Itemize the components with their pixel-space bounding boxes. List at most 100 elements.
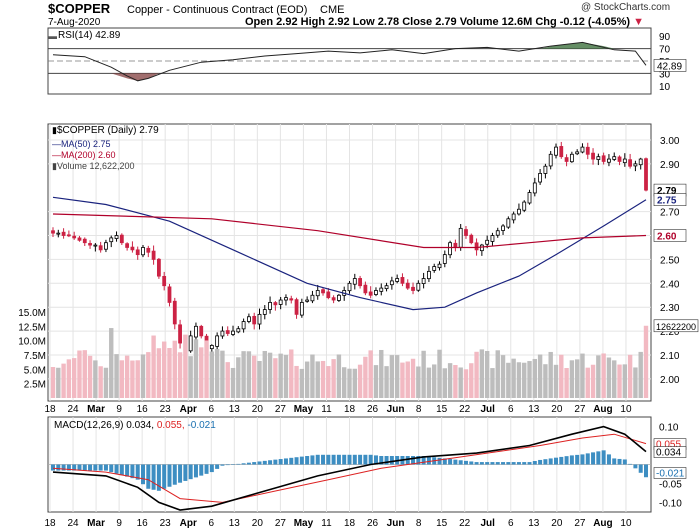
price-tick-label: 3.00 — [660, 136, 680, 147]
macd-histogram-bar — [283, 458, 288, 465]
macd-histogram-bar — [336, 454, 341, 465]
candle-body — [151, 250, 156, 260]
volume-legend-text: Volume 12,622,200 — [56, 161, 135, 171]
macd-histogram-bar — [220, 464, 225, 466]
price-legend: ▮$COPPER (Daily) 2.79 — [52, 125, 159, 136]
macd-histogram-bar — [606, 454, 611, 465]
candle-body — [236, 328, 241, 333]
date-label: 7-Aug-2020 — [48, 17, 101, 28]
rsi-tick-label: 70 — [659, 45, 671, 56]
x-tick-label: 13 — [528, 404, 540, 415]
macd-histogram-bar — [405, 456, 410, 465]
macd-histogram-bar — [633, 464, 638, 469]
candle-body — [141, 247, 145, 256]
candle-body — [601, 155, 606, 162]
volume-bar — [352, 368, 357, 398]
candle-body — [453, 242, 458, 248]
candle-body — [575, 151, 580, 155]
volume-bar — [394, 355, 400, 398]
ma200-legend: —MA(200) 2.60 — [52, 150, 116, 160]
volume-bar — [574, 359, 580, 398]
macd-histogram-bar — [543, 459, 548, 465]
x-tick-label-bottom: 20 — [252, 518, 264, 529]
macd-histogram-bar — [458, 460, 463, 465]
candle-body — [209, 345, 214, 350]
volume-bars-icon: ▮ — [52, 161, 57, 171]
volume-bar — [193, 339, 199, 398]
candle-body — [77, 237, 82, 241]
x-tick-label: 9 — [116, 404, 122, 415]
candle-body — [199, 325, 204, 337]
macd-histogram-bar — [130, 464, 135, 479]
macd-histogram-bar — [495, 462, 500, 465]
x-tick-label-bottom: Jun — [387, 518, 405, 529]
volume-bar — [537, 354, 543, 398]
volume-bar — [379, 349, 384, 398]
volume-bar — [532, 358, 538, 398]
ohlc-readout: Open 2.92 High 2.92 Low 2.78 Close 2.79 … — [245, 16, 645, 28]
macd-histogram-bar — [342, 454, 347, 465]
candle-body — [591, 152, 595, 160]
x-tick-label-bottom: 6 — [208, 518, 214, 529]
candle-body — [294, 299, 299, 315]
x-tick-label-bottom: 22 — [459, 518, 471, 529]
ma200-price-tag: 2.60 — [657, 232, 677, 243]
rsi-line-icon: ▬ — [48, 31, 57, 41]
volume-bar — [283, 354, 289, 398]
macd-histogram-bar — [501, 462, 506, 465]
volume-tick-label: 5.0M — [24, 365, 46, 376]
volume-bar — [548, 351, 553, 398]
volume-bar — [342, 367, 347, 398]
volume-bar — [246, 351, 252, 398]
macd-histogram-bar — [411, 456, 416, 465]
candle-body — [564, 157, 569, 162]
volume-bar — [220, 350, 225, 398]
candle-body — [622, 158, 627, 164]
candle-body — [321, 289, 325, 294]
volume-bar — [638, 351, 643, 398]
candle-body — [522, 201, 527, 211]
macd-histogram-bar — [644, 464, 648, 478]
candle-body — [458, 227, 463, 248]
macd-histogram-bar — [98, 464, 103, 471]
macd-histogram-bar — [437, 457, 442, 465]
macd-histogram-bar — [601, 450, 606, 465]
candle-body — [146, 247, 151, 253]
x-tick-label-bottom: 18 — [344, 518, 356, 529]
volume-bar — [267, 352, 273, 398]
candle-body — [517, 208, 521, 215]
volume-bar — [87, 355, 93, 398]
macd-histogram-bar — [384, 456, 389, 465]
volume-bar — [463, 369, 469, 398]
candle-body — [644, 158, 648, 191]
volume-tag-box — [653, 319, 699, 333]
rsi-overbought-fill — [540, 42, 615, 49]
macd-histogram-bar — [109, 464, 114, 473]
volume-bar — [262, 350, 267, 398]
macd-histogram-bar — [125, 464, 130, 477]
macd-histogram-bar — [463, 460, 468, 465]
candle-body — [109, 237, 114, 243]
macd-histogram-bar — [135, 464, 140, 480]
volume-bar — [627, 354, 633, 398]
macd-tick-label: 0.10 — [659, 423, 679, 434]
x-tick-label: 8 — [416, 404, 422, 415]
candle-body — [464, 229, 468, 236]
volume-bar — [590, 364, 596, 398]
volume-bar — [278, 353, 283, 398]
volume-bar — [214, 349, 220, 398]
volume-bar — [183, 334, 188, 398]
price-tick-label: 2.90 — [660, 160, 680, 171]
down-arrow-icon: ▼ — [633, 16, 645, 28]
volume-bar — [257, 360, 262, 398]
volume-bar — [331, 359, 336, 398]
candle-body — [479, 244, 484, 252]
macd-histogram-bar — [474, 462, 479, 465]
candle-body — [638, 158, 643, 166]
macd-value-tag-box — [653, 446, 687, 458]
x-tick-label: Jun — [387, 404, 405, 415]
ma50-line-icon: — — [52, 139, 61, 149]
macd-histogram-bar — [448, 459, 453, 465]
macd-histogram-bar — [527, 462, 532, 465]
